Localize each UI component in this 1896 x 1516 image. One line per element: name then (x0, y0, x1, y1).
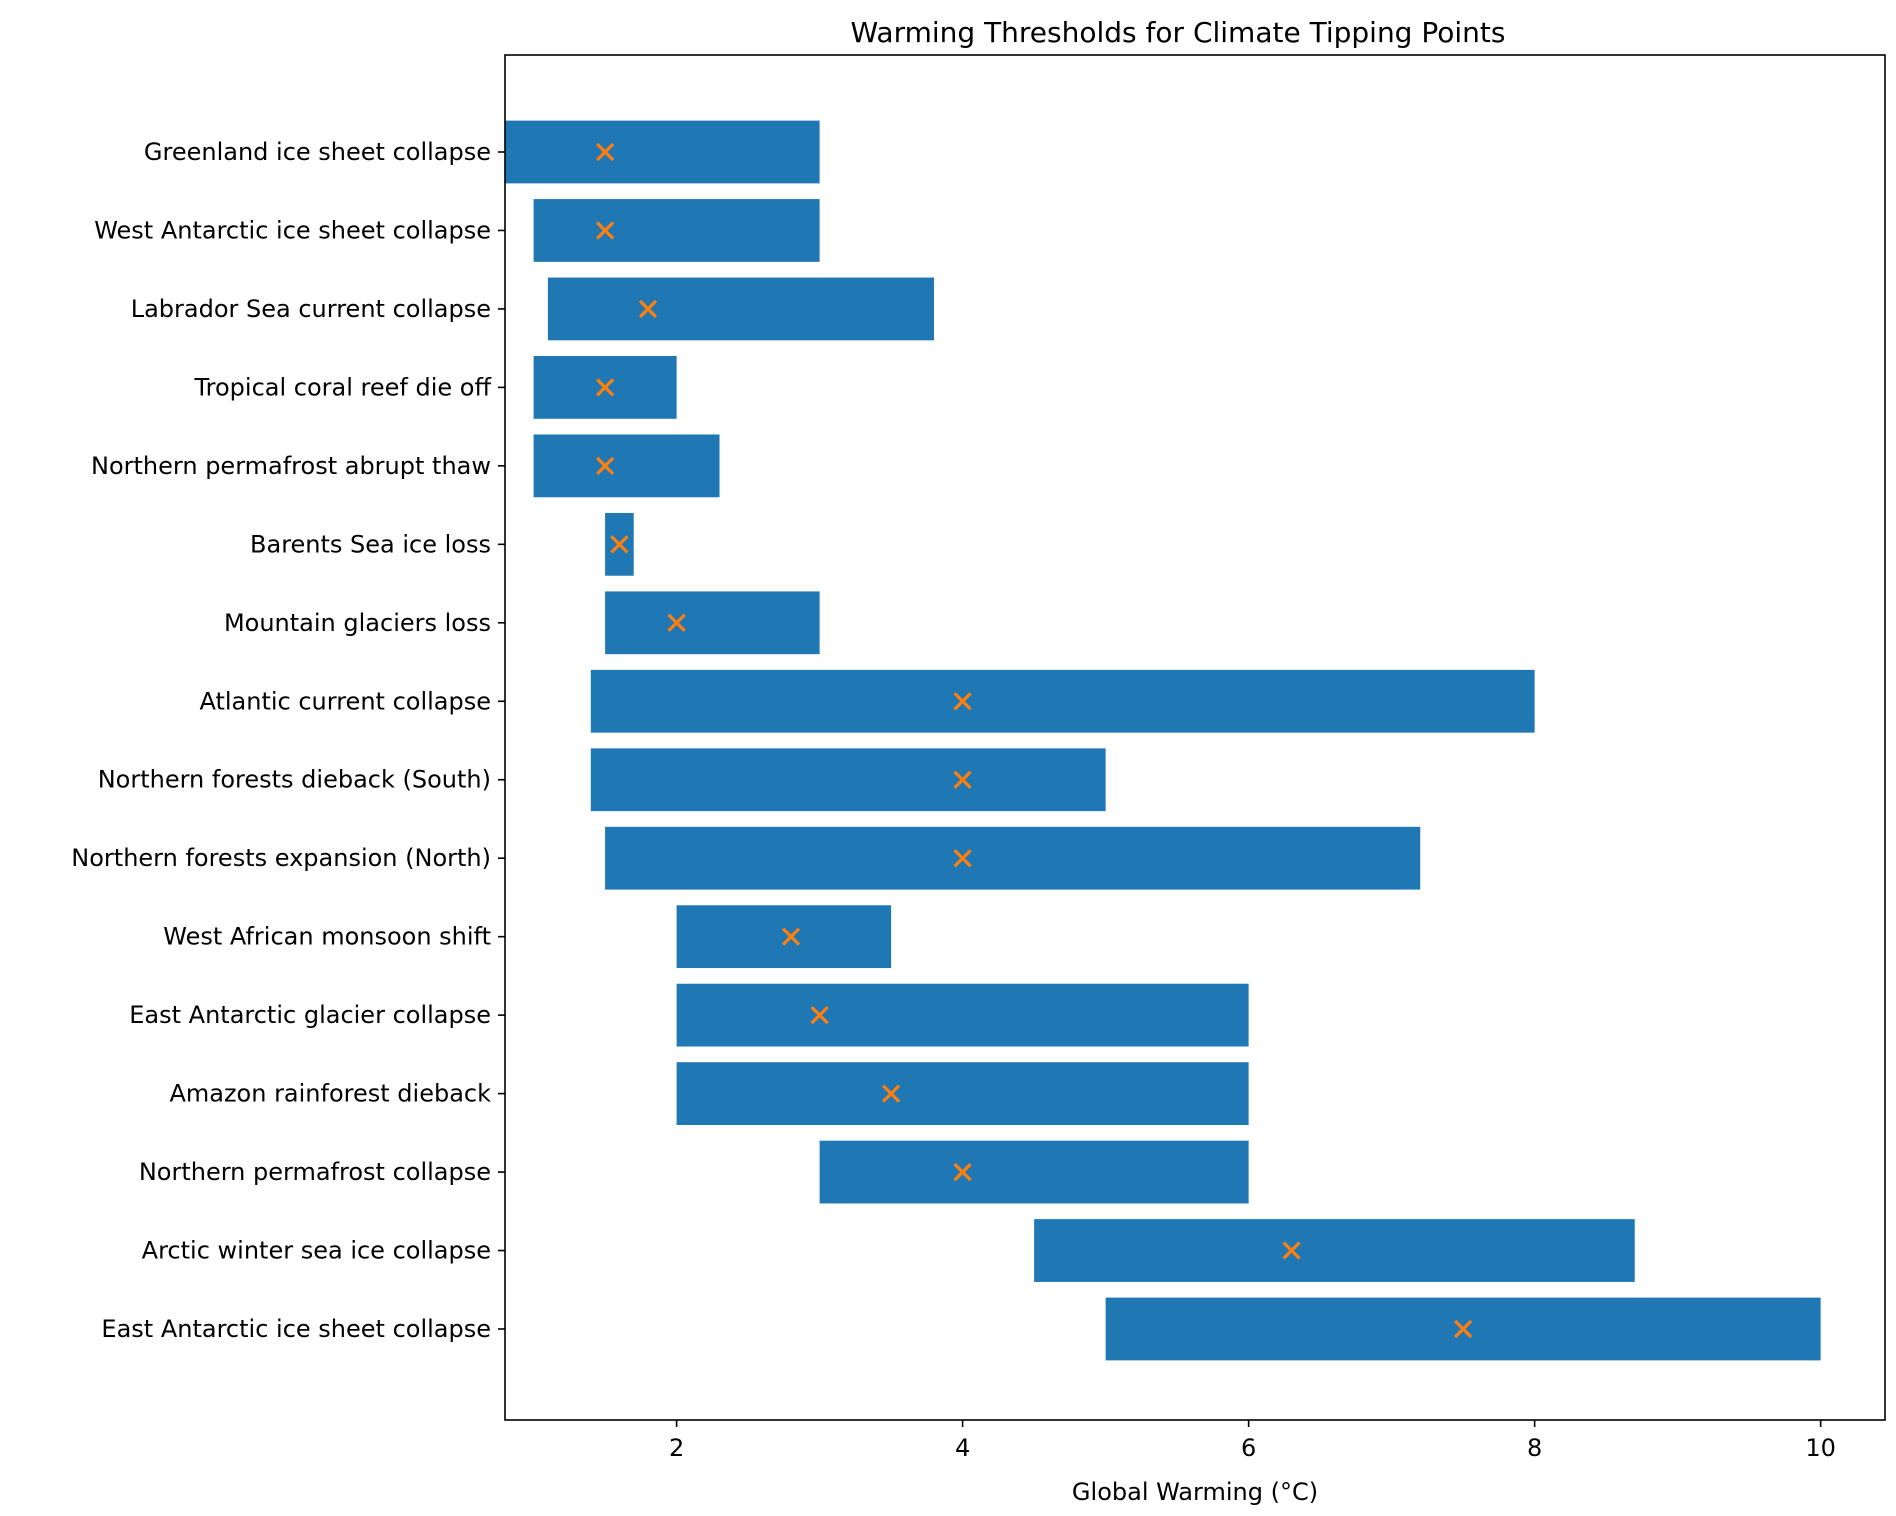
estimate-marker-4 (595, 456, 615, 475)
y-axis: Greenland ice sheet collapse West Antarct… (71, 138, 505, 1343)
y-tick-label-7: Atlantic current collapse (199, 687, 491, 715)
y-tick-label-3: Tropical coral reef die off (194, 373, 492, 401)
y-tick-label-13: Northern permafrost collapse (139, 1158, 491, 1186)
bar-6 (605, 591, 820, 655)
estimate-marker-5 (610, 535, 629, 554)
estimate-marker-0 (595, 142, 615, 162)
estimate-marker-9 (953, 849, 972, 868)
x-tick-label-4: 10 (1805, 1434, 1836, 1462)
bar-10 (676, 905, 892, 969)
markers-layer (595, 142, 1473, 1339)
estimate-marker-7 (953, 692, 972, 711)
y-tick-label-6: Mountain glaciers loss (224, 609, 491, 637)
y-tick-label-9: Northern forests expansion (North) (71, 844, 491, 872)
x-tick-label-2: 6 (1241, 1434, 1256, 1462)
y-tick-label-10: West African monsoon shift (163, 923, 491, 951)
bar-2 (547, 277, 935, 341)
x-tick-label-0: 2 (669, 1434, 684, 1462)
bar-13 (819, 1140, 1249, 1204)
x-tick-label-3: 8 (1527, 1434, 1542, 1462)
y-tick-label-0: Greenland ice sheet collapse (144, 138, 491, 166)
estimate-marker-1 (595, 221, 615, 240)
x-axis-label: Global Warming (°C) (1072, 1478, 1318, 1506)
x-tick-label-1: 4 (955, 1434, 970, 1462)
estimate-marker-12 (881, 1084, 901, 1103)
plot-frame (504, 54, 1886, 1421)
estimate-marker-14 (1282, 1241, 1301, 1260)
chart-title: Warming Thresholds for Climate Tipping P… (851, 16, 1506, 49)
bar-1 (533, 199, 820, 262)
estimate-marker-13 (953, 1162, 972, 1182)
bar-12 (676, 1062, 1249, 1125)
estimate-marker-3 (595, 378, 615, 397)
estimate-marker-6 (667, 613, 686, 632)
estimate-marker-15 (1454, 1319, 1473, 1339)
bar-14 (1034, 1219, 1635, 1282)
bar-11 (676, 983, 1249, 1047)
estimate-marker-2 (638, 299, 658, 319)
y-tick-label-12: Amazon rainforest dieback (169, 1080, 491, 1108)
y-tick-label-4: Northern permafrost abrupt thaw (91, 452, 491, 480)
y-tick-label-2: Labrador Sea current collapse (131, 295, 491, 323)
y-tick-label-8: Northern forests dieback (South) (98, 766, 491, 794)
y-tick-label-11: East Antarctic glacier collapse (129, 1001, 491, 1029)
y-tick-label-15: East Antarctic ice sheet collapse (101, 1315, 491, 1343)
estimate-marker-8 (953, 770, 972, 789)
bar-0 (505, 120, 820, 184)
estimate-marker-10 (781, 927, 801, 946)
y-tick-label-5: Barents Sea ice loss (250, 530, 491, 558)
estimate-marker-11 (810, 1006, 829, 1025)
y-tick-label-14: Arctic winter sea ice collapse (142, 1237, 491, 1265)
bar-7 (590, 669, 1535, 733)
bar-9 (605, 826, 1421, 890)
y-tick-label-1: West Antarctic ice sheet collapse (94, 216, 491, 244)
bars-layer (505, 120, 1821, 1361)
bar-4 (533, 434, 720, 498)
bar-8 (590, 748, 1106, 812)
x-axis: 2 4 6 8 10 (669, 1420, 1836, 1462)
